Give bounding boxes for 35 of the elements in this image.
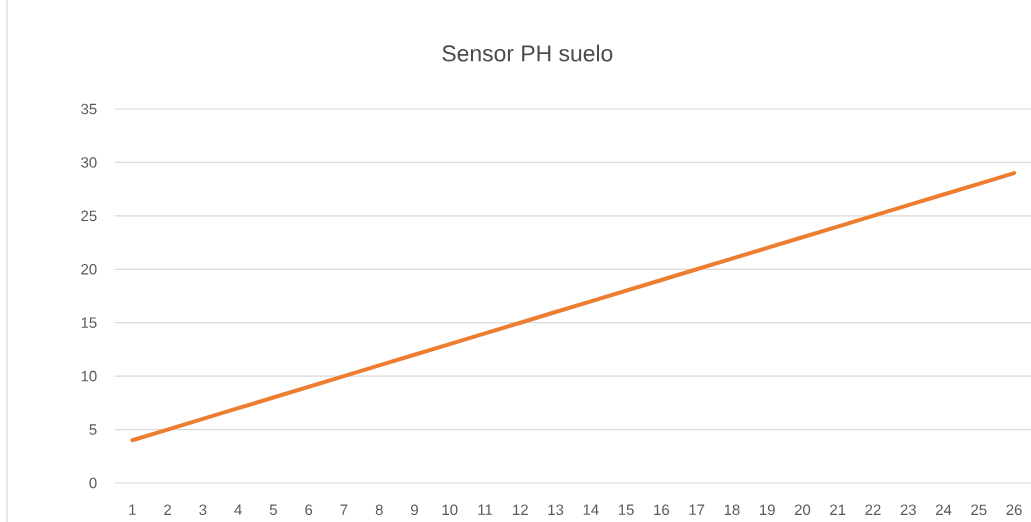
y-tick-label: 0 xyxy=(89,477,97,489)
x-tick-label: 2 xyxy=(164,504,172,515)
x-tick-label: 17 xyxy=(689,504,705,515)
y-tick-label: 25 xyxy=(81,210,97,222)
y-tick-label: 35 xyxy=(81,103,97,115)
x-tick-label: 15 xyxy=(618,504,634,515)
x-tick-label: 10 xyxy=(442,504,458,516)
x-tick-label: 7 xyxy=(340,504,348,515)
y-tick-label: 30 xyxy=(81,157,97,168)
x-tick-label: 24 xyxy=(935,504,952,515)
x-tick-label: 26 xyxy=(1006,504,1022,516)
x-tick-label: 5 xyxy=(269,504,277,515)
x-tick-label: 9 xyxy=(411,504,418,516)
x-tick-label: 18 xyxy=(724,504,740,516)
x-tick-label: 16 xyxy=(654,504,670,516)
y-tick-label: 15 xyxy=(81,317,97,328)
x-tick-label: 25 xyxy=(971,504,987,516)
x-tick-label: 1 xyxy=(129,504,136,515)
x-tick-label: 22 xyxy=(865,504,881,515)
x-tick-label: 12 xyxy=(513,504,528,515)
x-tick-label: 20 xyxy=(794,504,811,516)
chart-title: Sensor PH suelo xyxy=(442,44,613,62)
x-tick-label: 21 xyxy=(830,504,846,515)
x-tick-label: 19 xyxy=(760,504,775,516)
y-tick-label: 20 xyxy=(81,263,97,275)
y-tick-label: 10 xyxy=(81,370,97,382)
x-tick-label: 6 xyxy=(305,504,313,516)
x-tick-label: 4 xyxy=(234,504,242,515)
y-tick-label: 5 xyxy=(89,424,97,435)
x-tick-label: 11 xyxy=(478,504,493,515)
x-tick-label: 23 xyxy=(900,504,916,516)
x-tick-label: 3 xyxy=(199,504,207,516)
x-tick-label: 8 xyxy=(375,504,383,516)
x-tick-label: 13 xyxy=(548,504,564,516)
x-tick-label: 14 xyxy=(583,504,599,515)
